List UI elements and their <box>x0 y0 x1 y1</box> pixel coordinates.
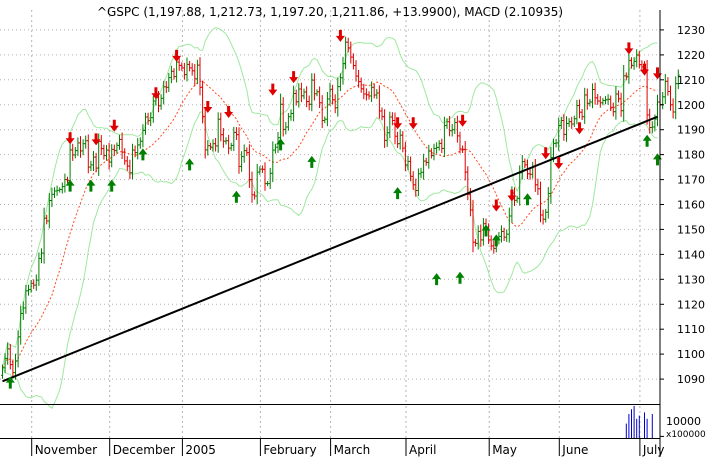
sell-arrow <box>151 87 161 100</box>
sell-arrow <box>109 119 119 132</box>
y-tick-label: 1140 <box>677 248 705 261</box>
x-tick-label: December <box>113 443 175 457</box>
y-tick-label: 1170 <box>677 174 705 187</box>
sell-arrow <box>507 189 517 202</box>
sell-arrow <box>554 157 564 170</box>
buy-arrow <box>481 224 491 237</box>
volume-scale-label: 10000 <box>666 415 701 428</box>
x-tick-label: July <box>642 443 665 457</box>
buy-arrow <box>432 273 442 286</box>
sell-arrow <box>491 199 501 212</box>
buy-arrow <box>455 271 465 284</box>
sell-arrow <box>289 71 299 84</box>
trendline-layer <box>2 115 658 383</box>
y-tick-label: 1090 <box>677 373 705 386</box>
buy-arrow <box>491 234 501 247</box>
sell-arrow <box>575 122 584 135</box>
sell-arrow <box>65 132 75 145</box>
volume-multiplier-label: x100000 <box>666 430 706 440</box>
buy-arrow <box>65 179 75 192</box>
buy-arrow <box>276 138 286 151</box>
sell-arrow <box>91 133 101 146</box>
signal-arrow-layer <box>5 29 662 389</box>
bollinger-upper <box>2 27 658 368</box>
sell-arrow <box>408 117 418 130</box>
sell-arrow <box>203 101 213 113</box>
sell-arrow <box>393 117 403 130</box>
x-tick-label: November <box>35 443 97 457</box>
sell-arrow <box>640 63 649 76</box>
y-tick-label: 1100 <box>677 348 705 361</box>
buy-arrow <box>307 155 317 168</box>
y-tick-label: 1150 <box>677 223 705 236</box>
x-tick-label: March <box>334 443 371 457</box>
buy-arrow <box>523 193 532 206</box>
price-bar <box>676 69 680 90</box>
sell-arrow <box>624 42 634 55</box>
y-tick-label: 1110 <box>677 323 705 336</box>
sell-arrow <box>541 147 551 160</box>
buy-arrow <box>138 148 148 161</box>
sell-arrow <box>268 83 278 96</box>
buy-arrow <box>5 376 15 389</box>
trendline <box>2 115 658 383</box>
buy-arrow <box>86 179 96 192</box>
y-tick-label: 1160 <box>677 199 705 212</box>
buy-arrow <box>642 134 652 147</box>
y-tick-label: 1210 <box>677 74 705 87</box>
sell-arrow <box>458 114 468 127</box>
y-tick-label: 1200 <box>677 99 705 112</box>
x-tick-label: 2005 <box>185 443 216 457</box>
x-tick-label: May <box>492 443 517 457</box>
buy-arrow <box>231 190 241 203</box>
buy-arrow <box>185 158 195 171</box>
x-tick-label: June <box>561 443 588 457</box>
sell-arrow <box>224 106 234 118</box>
sell-arrow <box>335 29 345 42</box>
y-tick-label: 1190 <box>677 124 705 137</box>
y-tick-label: 1230 <box>677 24 705 37</box>
y-tick-label: 1180 <box>677 149 705 162</box>
buy-arrow <box>393 187 403 200</box>
volume-layer <box>625 406 653 438</box>
y-tick-label: 1120 <box>677 298 705 311</box>
x-tick-label: February <box>263 443 316 457</box>
y-tick-label: 1130 <box>677 273 705 286</box>
grid-layer <box>0 10 660 438</box>
candle-layer <box>1 36 680 380</box>
x-tick-label: April <box>409 443 436 457</box>
sell-arrow <box>172 49 182 62</box>
buy-arrow <box>107 179 117 192</box>
chart-title: ^GSPC (1,197.88, 1,212.73, 1,197.20, 1,2… <box>97 5 563 19</box>
y-tick-label: 1220 <box>677 49 705 62</box>
